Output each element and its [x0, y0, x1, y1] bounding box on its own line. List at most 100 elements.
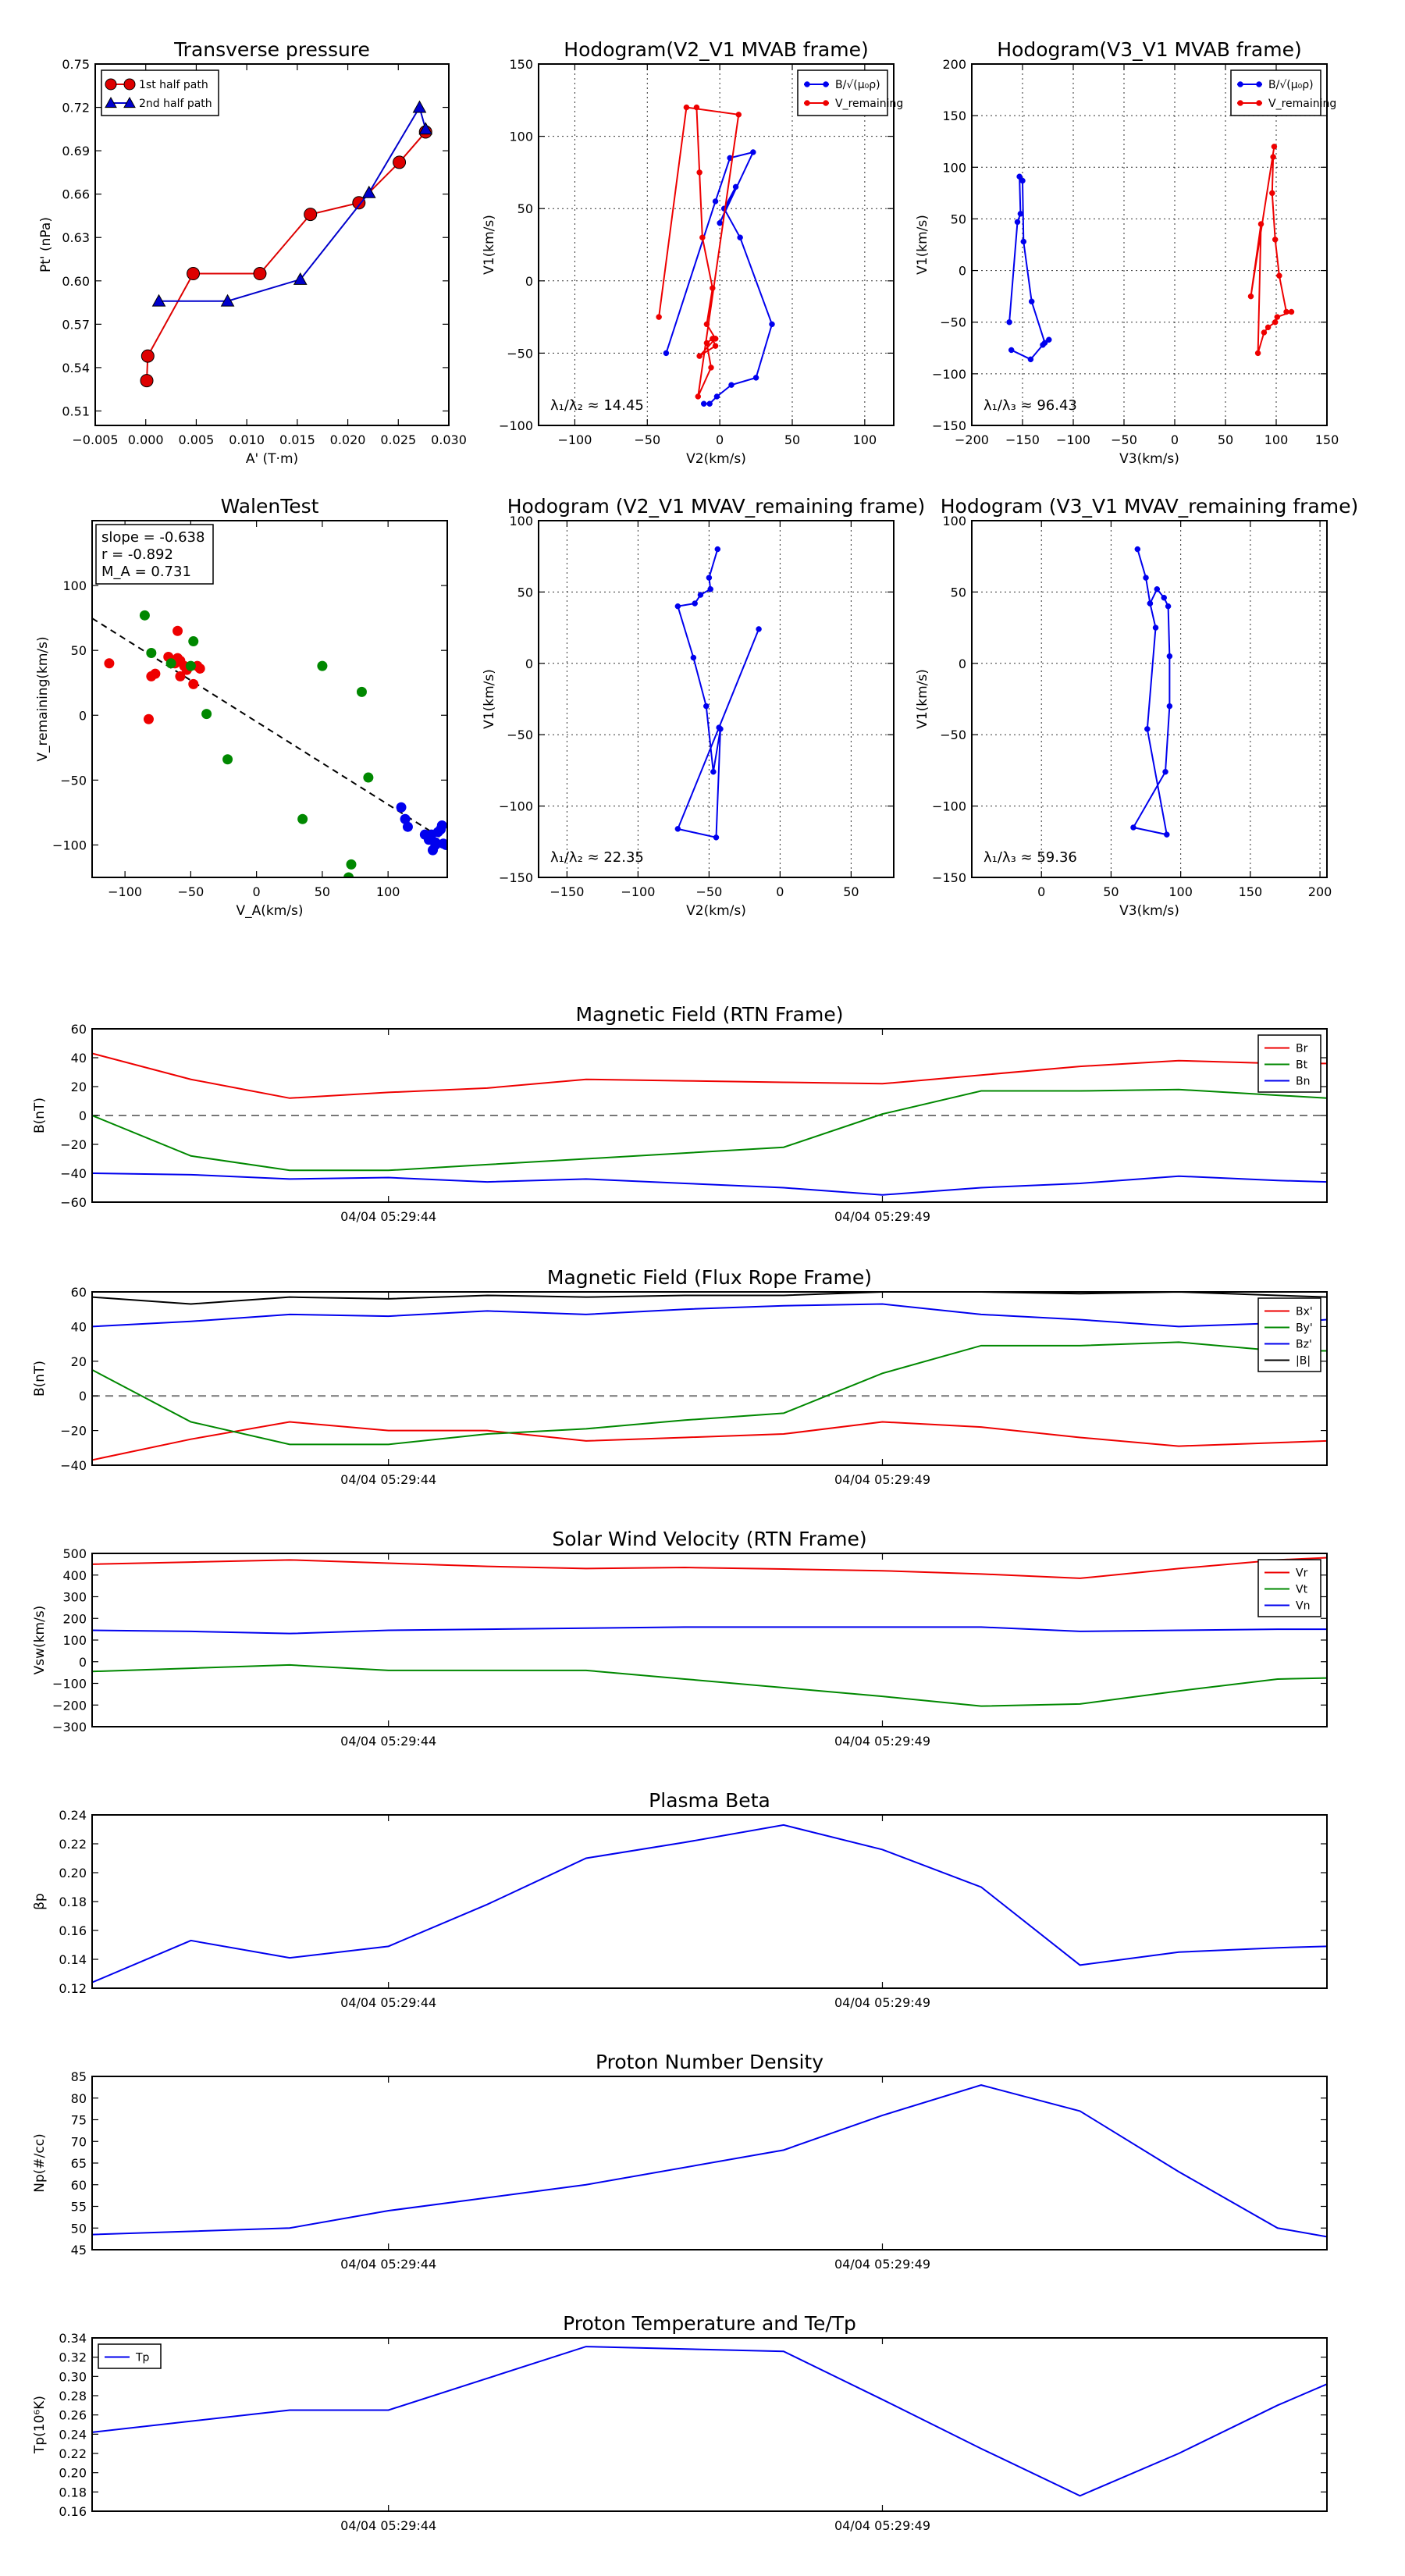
data-point — [151, 294, 166, 307]
series-line — [1250, 146, 1292, 354]
y-tick-label: −20 — [60, 1137, 87, 1152]
x-tick-label: 04/04 05:29:44 — [340, 1472, 436, 1487]
y-axis-label: V_remaining(km/s) — [35, 636, 51, 761]
y-tick-label: 0.34 — [59, 2331, 87, 2346]
x-axis-label: V2(km/s) — [686, 903, 746, 919]
data-point-green — [317, 660, 328, 671]
y-tick-label: 0 — [79, 1655, 87, 1670]
eigen-ratio-annotation: λ₁/λ₃ ≈ 96.43 — [984, 397, 1077, 414]
y-tick-label: 0.20 — [59, 2466, 87, 2481]
y-tick-label: 85 — [71, 2069, 87, 2084]
y-tick-label: 150 — [509, 57, 533, 72]
data-point — [756, 626, 762, 632]
legend-label: |B| — [1296, 1355, 1311, 1368]
y-tick-label: 0.51 — [62, 404, 90, 418]
data-point — [656, 314, 662, 320]
chart-vsw: 04/04 05:29:44 04/04 05:29:49 −300 −200 −100… — [32, 1528, 1328, 1749]
data-point — [1017, 211, 1024, 217]
data-point — [716, 724, 722, 731]
x-tick-label: 04/04 05:29:49 — [834, 2257, 930, 2272]
data-point — [690, 654, 697, 661]
data-point — [1019, 177, 1026, 184]
data-point — [1283, 308, 1289, 315]
chart-np: 04/04 05:29:44 04/04 05:29:49 45 50 55 60 65 70… — [32, 2051, 1328, 2272]
data-point — [1144, 726, 1151, 732]
data-point — [1152, 624, 1159, 631]
x-tick-label: 0 — [253, 884, 261, 899]
chart-title: Hodogram(V3_V1 MVAB frame) — [997, 38, 1301, 61]
data-point — [1147, 600, 1154, 607]
y-tick-label: 0.26 — [59, 2408, 87, 2423]
data-point — [1046, 336, 1052, 343]
data-point-blue — [440, 839, 447, 850]
y-tick-label: 200 — [942, 57, 966, 72]
data-point — [140, 374, 154, 388]
data-point — [304, 208, 318, 222]
y-tick-label: 60 — [71, 1285, 87, 1300]
plot-area — [1130, 546, 1173, 838]
fit-line — [92, 617, 447, 843]
data-point — [393, 155, 407, 169]
data-point-green — [356, 686, 367, 697]
eigen-ratio-annotation: λ₁/λ₂ ≈ 14.45 — [550, 397, 644, 414]
data-point — [703, 321, 710, 328]
chart-title: Proton Temperature and Te/Tp — [563, 2312, 856, 2335]
y-axis-label: Pt' (nPa) — [38, 217, 54, 272]
x-tick-label: 0.005 — [179, 432, 215, 447]
y-tick-label: 0 — [959, 264, 966, 279]
legend-label: Vn — [1296, 1600, 1310, 1613]
data-point — [706, 575, 713, 581]
legend-marker — [105, 96, 117, 109]
eigen-ratio-annotation: λ₁/λ₃ ≈ 59.36 — [984, 849, 1077, 866]
x-tick-label: −100 — [1056, 432, 1090, 447]
chart-b_rtn: 04/04 05:29:44 04/04 05:29:49 −60 −40 −20 0 20… — [32, 1003, 1328, 1224]
chart-hodo_v2_mvav: −150 −100 −50 0 50 −150 −100 −50 0 50 100Hodogram … — [482, 495, 925, 919]
x-tick-label: 04/04 05:29:44 — [340, 2257, 436, 2272]
chart-title: Magnetic Field (Flux Rope Frame) — [547, 1266, 872, 1289]
y-tick-label: −300 — [52, 1720, 87, 1735]
x-tick-label: 0.025 — [380, 432, 416, 447]
data-point — [1161, 594, 1167, 601]
y-tick-label: −100 — [499, 799, 533, 814]
chart-title: WalenTest — [221, 495, 319, 518]
data-point — [693, 104, 700, 111]
y-tick-label: 0.16 — [59, 1923, 87, 1938]
plot-area — [92, 1052, 1327, 1196]
data-point-green — [222, 754, 233, 765]
y-tick-label: 200 — [62, 1611, 87, 1626]
data-point — [712, 343, 719, 349]
y-tick-label: −50 — [60, 773, 87, 788]
plot-area — [92, 1292, 1327, 1461]
axes-frame — [971, 520, 1328, 878]
x-tick-label: 04/04 05:29:44 — [340, 1209, 436, 1224]
data-point — [412, 100, 427, 113]
data-point — [713, 834, 720, 841]
data-point — [1264, 324, 1272, 331]
x-tick-label: 0 — [1171, 432, 1179, 447]
data-point — [1272, 237, 1279, 243]
y-tick-label: 0.54 — [62, 361, 90, 375]
legend-marker — [823, 81, 829, 87]
legend-label: B/√(μ₀ρ) — [835, 79, 880, 91]
data-point — [712, 198, 719, 205]
axes-frame — [91, 2337, 1328, 2512]
data-point — [703, 340, 710, 347]
legend-marker — [1256, 81, 1262, 87]
legend-label: 2nd half path — [139, 98, 212, 110]
y-tick-label: 20 — [71, 1080, 87, 1094]
x-tick-label: −100 — [557, 432, 592, 447]
y-tick-label: −200 — [52, 1698, 87, 1713]
data-point — [769, 321, 775, 328]
data-point — [253, 267, 267, 281]
chart-title: Plasma Beta — [649, 1789, 770, 1812]
data-point — [1130, 824, 1136, 831]
x-tick-label: 04/04 05:29:49 — [834, 1734, 930, 1749]
y-tick-label: −150 — [932, 418, 966, 433]
data-point — [1040, 342, 1046, 348]
chart-beta: 04/04 05:29:44 04/04 05:29:49 0.12 0.14 0.16… — [32, 1789, 1328, 2010]
data-point — [418, 122, 433, 135]
data-point — [737, 234, 743, 240]
x-tick-label: 0 — [1037, 884, 1045, 899]
y-tick-label: 500 — [62, 1546, 87, 1561]
data-point — [663, 350, 670, 357]
